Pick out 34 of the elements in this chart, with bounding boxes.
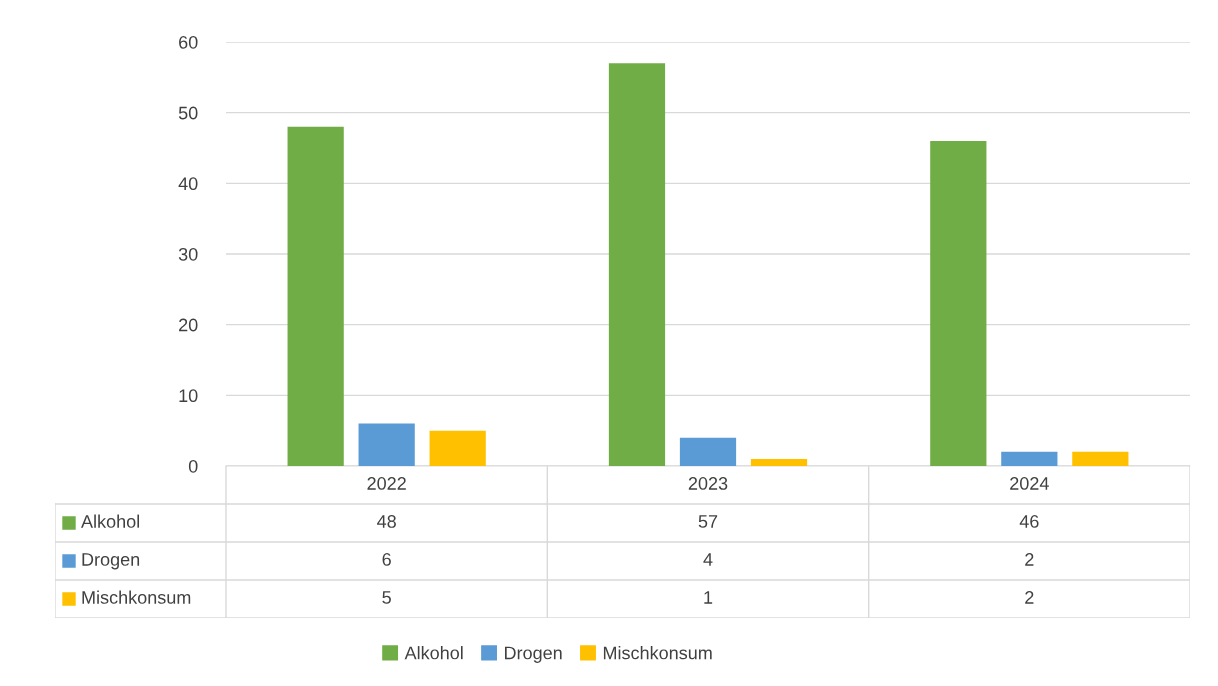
y-tick-label: 20 <box>179 318 198 332</box>
legend-label: Alkohol <box>81 514 140 528</box>
text: Alkohol <box>404 646 463 660</box>
text: Mischkonsum <box>82 590 191 604</box>
data-label: 1 <box>704 591 713 604</box>
bar <box>358 423 415 466</box>
y-tick-label: 40 <box>178 177 198 191</box>
data-label: 5 <box>382 591 391 604</box>
bar <box>930 140 987 466</box>
legend-label: Mischkonsum <box>603 646 712 660</box>
bar <box>1072 451 1129 466</box>
bar <box>429 430 486 466</box>
bar <box>679 437 737 466</box>
bar <box>1001 451 1058 466</box>
x-tick-label: 2022 <box>367 477 406 490</box>
data-label: 2 <box>1025 591 1034 604</box>
legend-label: Drogen <box>504 646 562 663</box>
y-tick-label: 60 <box>179 35 198 49</box>
x-tick-label: 2024 <box>1010 477 1049 490</box>
bar <box>750 458 808 466</box>
data-label: 2 <box>1025 553 1034 566</box>
data-label: 57 <box>698 515 718 528</box>
bar <box>287 126 344 466</box>
data-label: 46 <box>1019 515 1039 528</box>
data-label: 4 <box>703 553 713 566</box>
y-tick-label: 30 <box>178 247 198 261</box>
x-tick-label: 2023 <box>688 477 728 490</box>
y-tick-label: 50 <box>178 106 198 120</box>
y-tick-label: 0 <box>188 459 198 473</box>
data-label: 6 <box>382 553 391 566</box>
y-tick-label: 10 <box>179 389 198 403</box>
text: Drogen <box>82 553 140 570</box>
bar <box>608 63 666 466</box>
data-label: 48 <box>377 515 396 528</box>
